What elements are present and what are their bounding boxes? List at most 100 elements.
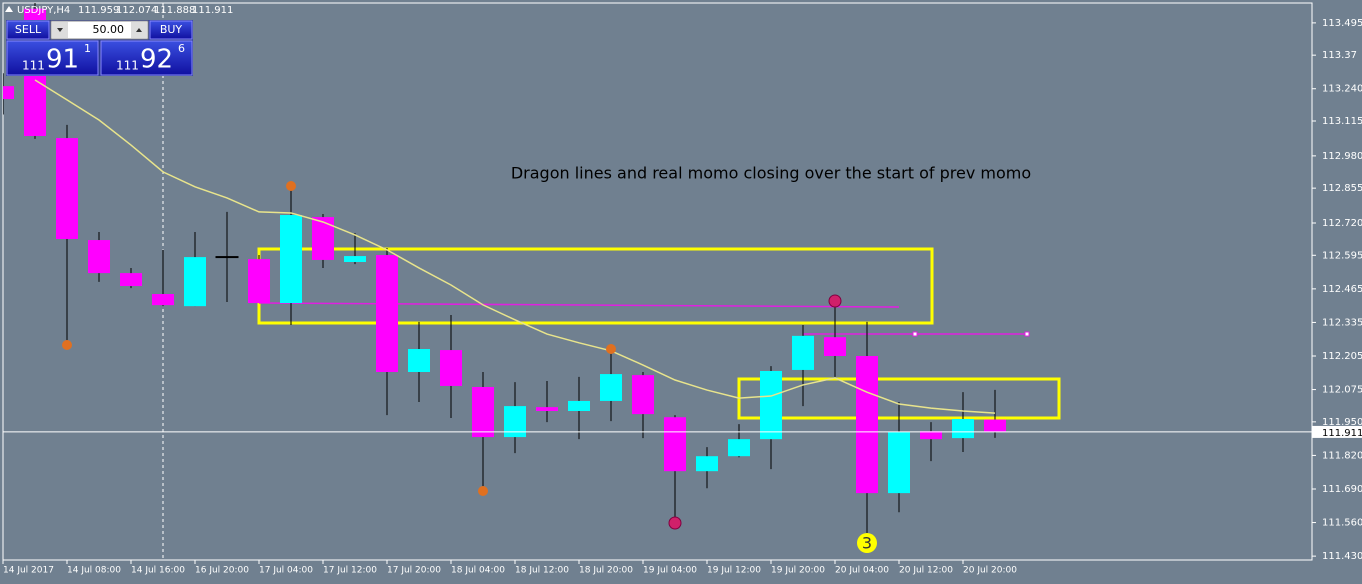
x-tick-label: 14 Jul 16:00 [131,566,185,576]
y-tick-label: 111.430 [1322,551,1362,562]
sell-button[interactable] [6,20,50,40]
candle-body [536,407,558,412]
candle-body [504,406,526,438]
signal-dot [828,294,842,308]
candle-body [312,217,334,260]
count-label: 3 [862,534,872,553]
bid-big: 111 [22,59,45,73]
lots-input[interactable] [50,20,149,40]
candle-body [152,294,174,306]
y-tick-label: 111.560 [1322,518,1362,529]
candle-body [3,86,14,100]
line-handle [912,331,918,337]
y-tick-label: 112.855 [1322,183,1362,194]
y-tick-label: 111.820 [1322,450,1362,461]
y-tick-label: 112.465 [1322,284,1362,295]
plot-frame [2,2,1313,561]
header-open: 111.959 [78,5,119,16]
header-high: 112.074 [116,5,157,16]
x-tick-label: 19 Jul 04:00 [643,566,697,576]
y-tick-label: 112.335 [1322,317,1362,328]
candle-body [440,350,462,386]
candle-body [472,386,494,438]
fractal-dot [606,344,616,354]
x-tick-label: 17 Jul 04:00 [259,566,313,576]
ma-line [34,79,996,414]
y-tick-label: 112.595 [1322,250,1362,261]
y-tick-label: 113.115 [1322,116,1362,127]
buy-label: BUY [160,23,183,36]
candle-body [920,431,942,440]
lots-value: 50.00 [93,23,125,36]
candle-body [952,419,974,439]
count-badge [857,533,877,553]
candle-body [280,215,302,304]
x-tick-label: 18 Jul 04:00 [451,566,505,576]
candle-body [248,259,270,304]
candle-body [728,439,750,457]
candles [3,3,1006,549]
candle-body [760,370,782,440]
annotation: Dragon lines and real momo closing over … [511,164,1031,183]
markers: 3 [62,181,877,553]
x-tick-label: 20 Jul 20:00 [963,566,1017,576]
y-tick-label: 111.690 [1322,484,1362,495]
fractal-dot [478,486,488,496]
y-tick-label: 113.240 [1322,84,1362,95]
ask-box[interactable] [100,40,193,76]
fractal-dot [62,340,72,350]
bid-box[interactable] [6,40,99,76]
price-tag-label: 111.911 [1322,428,1362,439]
header: USDJPY,H4 [5,5,70,16]
y-tick-label: 112.075 [1322,385,1362,396]
y-tick-label: 112.205 [1322,351,1362,362]
buy-button[interactable] [149,20,193,40]
x-tick-label: 20 Jul 12:00 [899,566,953,576]
candle-body [664,417,686,472]
ask-small: 6 [178,42,185,55]
candle-body [376,255,398,373]
header-icon [5,6,13,12]
symbol: USDJPY,H4 [17,5,70,16]
dragon-line [258,302,900,308]
candle-body [600,374,622,401]
candle-body [696,456,718,472]
candle-body [215,256,239,259]
candle-body [344,256,366,263]
y-tick-label: 112.980 [1322,151,1362,162]
candle-body [120,273,142,287]
fractal-dot [286,181,296,191]
x-tick-label: 14 Jul 2017 [3,566,54,576]
candle-body [792,335,814,370]
y-tick-label: 112.720 [1322,218,1362,229]
x-tick-label: 18 Jul 12:00 [515,566,569,576]
x-tick-label: 14 Jul 08:00 [67,566,121,576]
ask-main: 92 [140,45,173,75]
trade-panel: SELL 50.00 BUY 111 91 1 111 92 6 [6,20,193,76]
arrow [57,28,63,32]
candle-body [88,240,110,274]
candle-body [856,355,878,494]
x-tick-label: 16 Jul 20:00 [195,566,249,576]
candle-body [824,337,846,356]
candle-body [984,419,1006,432]
candle-body [184,257,206,307]
bid-main: 91 [46,45,79,75]
y-tick-label: 111.950 [1322,417,1362,428]
x-tick-label: 19 Jul 20:00 [771,566,825,576]
header-close: 111.911 [192,5,233,16]
arrow [136,28,142,32]
x-tick-label: 20 Jul 04:00 [835,566,889,576]
x-tick-label: 19 Jul 12:00 [707,566,761,576]
x-tick-label: 17 Jul 20:00 [387,566,441,576]
signal-dot [668,516,682,530]
bid-small: 1 [84,42,91,55]
price-tag [1312,425,1362,438]
candle-body [888,431,910,494]
x-tick-label: 17 Jul 12:00 [323,566,377,576]
candle-body [408,349,430,373]
header-low: 111.888 [154,5,195,16]
candle-body [632,375,654,415]
candle-body [56,138,78,240]
